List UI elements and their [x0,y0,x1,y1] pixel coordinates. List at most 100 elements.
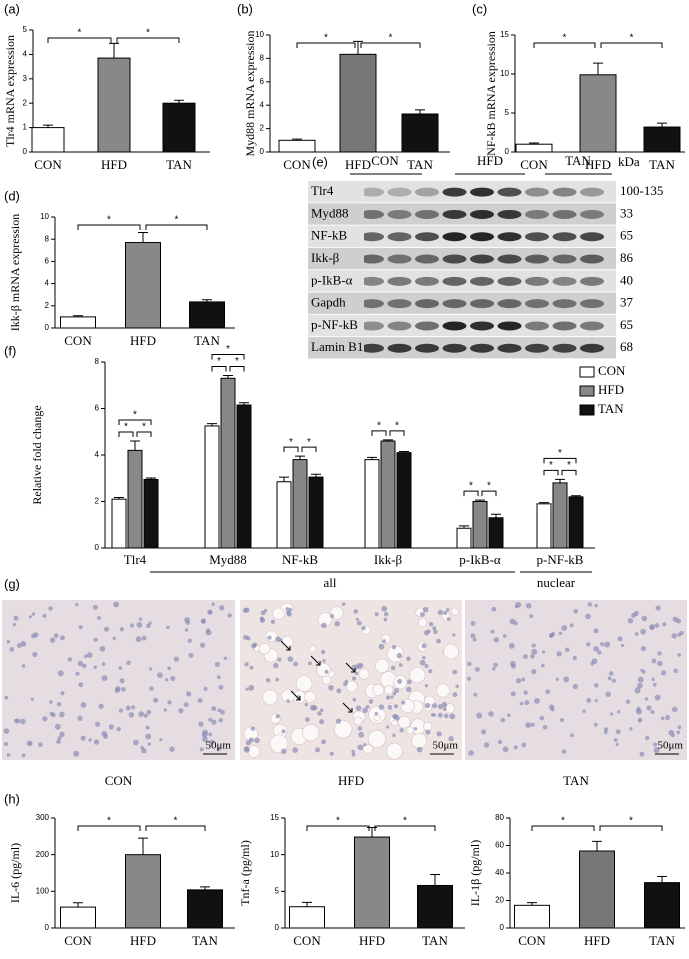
nucleus [206,628,210,633]
blot-band [387,209,412,219]
blot-protein: NF-kB [311,228,347,243]
error-bar [399,451,409,453]
x-tick-label: Myd88 [209,552,247,567]
y-tick-label: 5 [505,108,510,117]
nucleus [184,628,189,632]
nucleus [6,753,11,757]
nucleus [433,629,438,634]
nucleus [216,675,221,680]
bar [579,850,615,929]
nucleus [138,711,145,717]
y-tick-label: 5 [23,25,28,34]
panel-label: (h) [4,791,20,806]
nucleus [399,728,404,733]
panel-label: (c) [472,1,487,16]
nucleus [381,605,388,612]
nucleus [4,695,9,700]
nucleus [114,687,120,693]
nucleus [211,602,215,606]
nucleus [249,665,254,670]
error-bar [592,840,602,851]
error-bar [223,374,233,379]
nucleus [116,726,121,732]
nucleus [20,640,27,647]
nucleus [42,716,48,722]
bar [417,884,453,929]
nucleus [651,658,657,664]
nucleus [305,717,310,722]
panel-label: (g) [4,576,20,591]
vacuole [333,720,353,739]
error-bar [459,525,469,529]
nucleus [78,682,84,688]
nucleus [223,656,228,661]
nucleus [442,707,447,711]
bar [276,481,292,549]
nucleus [467,676,472,681]
micrograph [2,600,235,760]
error-bar [239,402,249,406]
nucleus [521,677,526,682]
nucleus [491,606,497,612]
y-tick-label: 2 [23,98,28,107]
blot-band [497,209,522,219]
nucleus [245,687,249,691]
nucleus [600,642,605,647]
nucleus [573,608,579,614]
nucleus [662,622,667,627]
blot-band [470,209,494,219]
blot-band [387,254,412,264]
nucleus [664,714,671,721]
nucleus [597,650,602,655]
nucleus [422,606,429,613]
nucleus [640,628,647,635]
nucleus [197,698,203,704]
blot-band [580,276,604,286]
blot-protein: Ikk-β [311,250,340,265]
nucleus [250,726,256,731]
nucleus [382,639,386,644]
nucleus [328,684,334,691]
micrograph-label: TAN [563,773,589,788]
error-bar [383,439,393,442]
x-tick-label: HFD [345,157,371,172]
significance-bracket [374,825,436,831]
nucleus [60,691,65,696]
nucleus [515,678,522,684]
x-tick-label: CON [64,333,92,348]
nucleus [437,609,443,616]
y-axis-title: Myd88 mRNA expression [243,31,257,157]
nucleus [437,703,443,710]
nucleus [673,668,678,674]
bar [125,242,161,329]
scale-label: 50μm [206,740,232,752]
blot-band [415,254,439,264]
nucleus [3,728,10,734]
vacuole [398,715,411,729]
nucleus [143,713,148,718]
x-tick-label: TAN [194,333,220,348]
y-axis-title: Tlr4 mRNA expression [3,35,17,147]
legend-swatch [579,404,595,416]
nucleus [611,678,616,683]
blot-band [525,187,549,197]
nucleus [355,663,362,670]
nucleus [125,705,131,711]
nucleus [159,738,163,742]
nucleus [676,618,681,624]
nucleus [9,647,15,652]
arrow [310,655,321,666]
y-tick-label: 300 [36,813,50,822]
nucleus [293,661,299,667]
nucleus [211,706,217,712]
bar [488,517,504,549]
nucleus [351,676,357,681]
nucleus [352,697,357,702]
nucleus [586,642,591,647]
nucleus [383,611,389,617]
nucleus [378,643,385,650]
error-bar [571,495,581,497]
y-tick-label: 10 [500,69,509,78]
nucleus [587,602,593,607]
nucleus [524,700,530,706]
